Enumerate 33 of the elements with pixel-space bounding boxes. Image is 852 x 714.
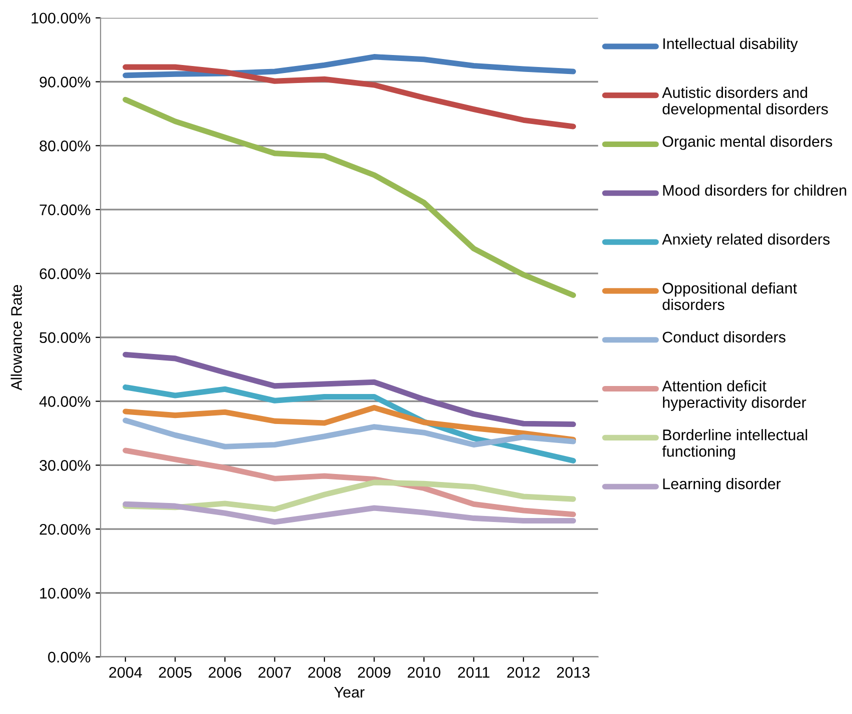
y-tick-label: 50.00% xyxy=(40,332,90,344)
legend-label: Intellectual disability xyxy=(663,38,798,52)
y-tick-label: 0.00% xyxy=(48,652,90,663)
x-tick-label: 2004 xyxy=(109,667,142,678)
y-tick-label: 10.00% xyxy=(40,588,90,599)
y-tick-label: 100.00% xyxy=(32,12,90,24)
legend-label: Attention deficit hyperactivity disorder xyxy=(662,380,806,411)
legend-label: Autistic disorders and developmental disorders xyxy=(662,86,828,118)
x-tick-label: 2008 xyxy=(308,667,341,678)
legend-label: Organic mental disorders xyxy=(662,136,832,150)
x-tick-label: 2012 xyxy=(507,667,540,678)
x-tick-label: 2005 xyxy=(158,667,192,678)
y-axis-title: Allowance Rate xyxy=(10,284,22,390)
x-tick-label: 2006 xyxy=(208,667,242,678)
x-tick-label: 2009 xyxy=(358,667,390,678)
legend-label: Oppositional defiant disorders xyxy=(662,282,797,310)
x-tick-label: 2010 xyxy=(408,667,440,678)
y-tick-label: 80.00% xyxy=(40,140,90,152)
y-tick-label: 40.00% xyxy=(39,396,90,407)
y-tick-label: 60.00% xyxy=(40,268,90,280)
legend-label: Borderline intellectual functioning xyxy=(662,429,808,460)
x-tick-label: 2011 xyxy=(458,667,490,678)
y-tick-label: 70.00% xyxy=(40,204,90,216)
legend-label: Mood disorders for children xyxy=(663,184,846,196)
legend-label: Conduct disorders xyxy=(662,331,786,343)
legend-label: Anxiety related disorders xyxy=(662,233,830,248)
y-tick-label: 20.00% xyxy=(40,524,90,535)
y-tick-label: 90.00% xyxy=(40,76,90,88)
x-axis-title: Year xyxy=(334,686,365,698)
x-tick-label: 2013 xyxy=(557,667,590,678)
x-tick-label: 2007 xyxy=(258,667,291,678)
legend-label: Learning disorder xyxy=(663,478,781,492)
y-tick-label: 30.00% xyxy=(40,460,90,471)
